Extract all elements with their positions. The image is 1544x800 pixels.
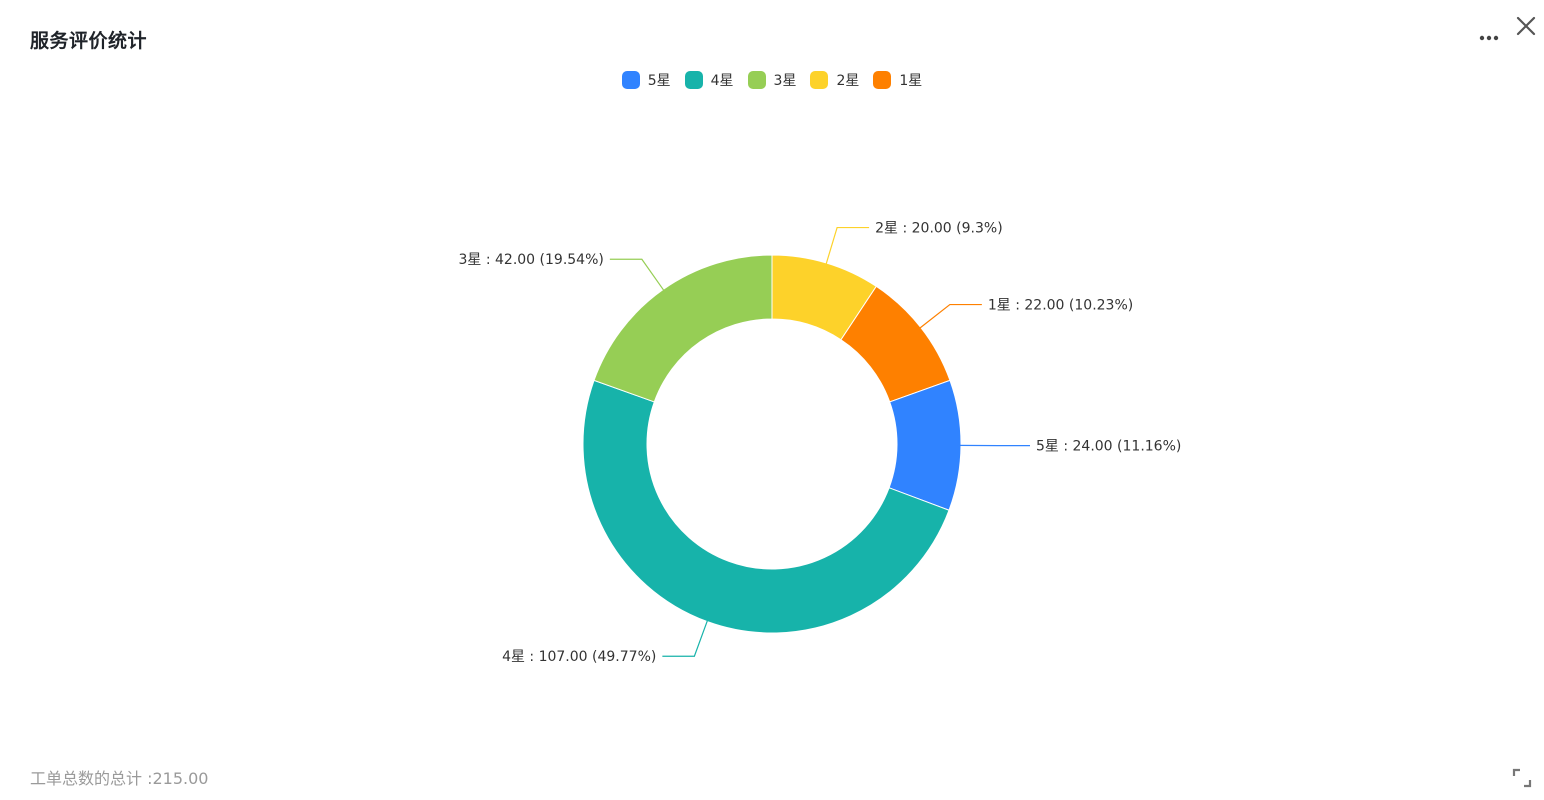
legend-label: 2星 — [836, 73, 860, 89]
slice-data-label: 4星 : 107.00 (49.77%) — [502, 649, 656, 665]
legend-item[interactable]: 1星 — [873, 70, 922, 90]
legend-swatch — [747, 71, 766, 89]
slice-data-label: 5星 : 24.00 (11.16%) — [1036, 439, 1181, 455]
close-icon — [1516, 16, 1536, 36]
legend-label: 3星 — [773, 73, 797, 89]
legend-item[interactable]: 5星 — [621, 70, 671, 90]
slice-data-label: 3星 : 42.00 (19.54%) — [458, 252, 603, 268]
legend-label: 5星 — [647, 73, 671, 89]
donut-slice[interactable] — [888, 379, 962, 511]
more-dots-icon — [1479, 35, 1499, 41]
slice-leader-line — [662, 618, 709, 657]
slice-leader-line — [609, 258, 666, 293]
legend-swatch — [684, 71, 703, 89]
legend-label: 1星 — [899, 73, 923, 89]
footer-total: 工单总数的总计 :215.00 — [30, 769, 209, 788]
slice-leader-line — [918, 303, 982, 330]
slice-leader-line — [825, 226, 870, 267]
donut-slice[interactable] — [582, 379, 950, 634]
slice-data-label: 1星 : 22.00 (10.23%) — [988, 298, 1133, 314]
expand-icon — [1512, 768, 1532, 788]
legend-item[interactable]: 4星 — [684, 70, 734, 90]
more-options-button[interactable] — [1476, 26, 1504, 48]
panel-title: 服务评价统计 — [30, 30, 148, 52]
donut-slice[interactable] — [593, 254, 773, 403]
legend-label: 4星 — [710, 73, 734, 89]
close-button[interactable] — [1512, 12, 1540, 40]
legend-swatch — [873, 71, 892, 89]
legend-swatch — [621, 71, 640, 89]
expand-button[interactable] — [1510, 766, 1534, 790]
slice-data-label: 2星 : 20.00 (9.3%) — [875, 221, 1003, 237]
legend-item[interactable]: 2星 — [810, 70, 859, 90]
chart-legend: 5星 4星 3星 2星 1星 — [0, 70, 1544, 90]
legend-swatch — [810, 71, 829, 89]
legend-item[interactable]: 3星 — [747, 70, 797, 90]
